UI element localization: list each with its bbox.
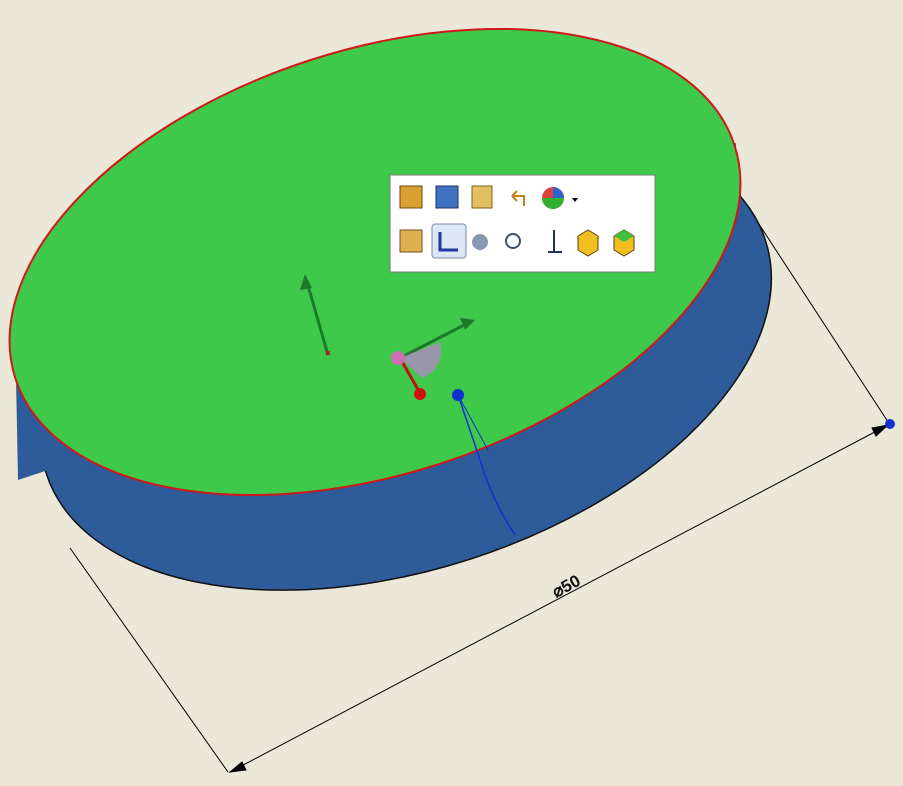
toolbar-button[interactable] — [472, 234, 488, 250]
toolbar-button[interactable] — [577, 229, 599, 257]
sketch-point[interactable] — [452, 389, 464, 401]
toolbar-button[interactable] — [505, 233, 521, 249]
icon-part — [438, 232, 458, 252]
dropdown-arrow[interactable] — [572, 198, 578, 202]
toolbar-button[interactable] — [435, 185, 459, 209]
rotation-ring[interactable] — [400, 342, 441, 378]
axis — [399, 321, 469, 360]
toolbar-button[interactable] — [471, 185, 493, 209]
axis — [305, 281, 330, 356]
axis-arrow — [300, 274, 312, 290]
axis-ball[interactable] — [414, 388, 426, 400]
icon-part — [553, 187, 564, 198]
triad — [300, 274, 475, 400]
extension-line — [739, 194, 893, 429]
origin-ball[interactable] — [391, 351, 405, 365]
extension-line — [69, 547, 229, 773]
toolbar-panel — [389, 174, 656, 273]
toolbar-button-active[interactable] — [431, 223, 467, 259]
context-toolbar — [389, 174, 656, 273]
sketch-curve — [457, 394, 516, 536]
dimension-line — [229, 424, 889, 773]
handle[interactable] — [885, 419, 895, 429]
arrowhead — [228, 761, 247, 773]
cylinder-top-face[interactable] — [0, 0, 800, 580]
axis — [398, 357, 422, 394]
origin-mark — [325, 350, 331, 356]
axis-arrow — [460, 318, 475, 330]
sketch-line — [457, 394, 489, 451]
toolbar-button[interactable] — [399, 185, 423, 209]
toolbar-button[interactable] — [548, 230, 562, 253]
toolbar-button[interactable] — [399, 229, 423, 253]
dimension — [69, 194, 893, 773]
toolbar-button[interactable] — [511, 190, 525, 206]
icon-part — [614, 230, 634, 242]
arrowhead — [871, 424, 890, 437]
icon-part — [542, 198, 564, 209]
